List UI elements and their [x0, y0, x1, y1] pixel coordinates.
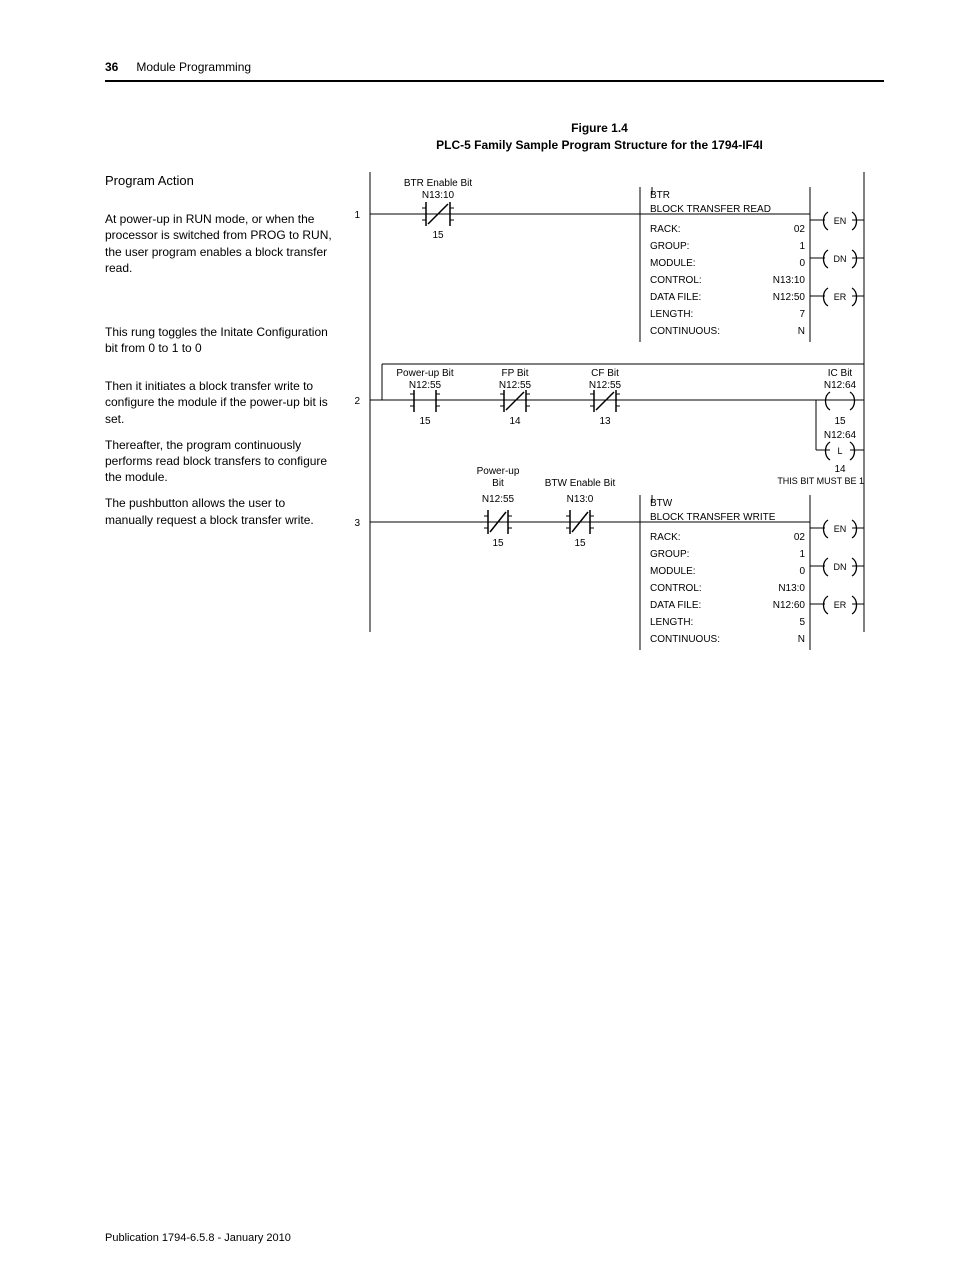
- btr-title1: BTR: [650, 190, 670, 201]
- btr-dn: DN: [834, 254, 847, 264]
- btr-er: ER: [834, 292, 847, 302]
- btw-row-k3: CONTROL:: [650, 583, 702, 594]
- xio-contact-icon: [566, 510, 594, 534]
- rung2-note: THIS BIT MUST BE 1: [777, 476, 864, 486]
- rung3-num: 3: [354, 518, 360, 529]
- btr-row-k2: MODULE:: [650, 258, 696, 269]
- rung2-fp-bit: 14: [509, 416, 521, 427]
- btr-row-k6: CONTINUOUS:: [650, 326, 720, 337]
- xio-contact-icon: [500, 390, 530, 412]
- annotation-p3: Then it initiates a block transfer write…: [105, 378, 332, 427]
- btw-row-k1: GROUP:: [650, 549, 689, 560]
- btw-row-k6: CONTINUOUS:: [650, 634, 720, 645]
- btw-title2: BLOCK TRANSFER WRITE: [650, 512, 776, 523]
- rung2-num: 2: [354, 396, 360, 407]
- xio-contact-icon: [590, 390, 620, 412]
- rung2-fp-addr: N12:55: [499, 380, 532, 391]
- page-number: 36: [105, 60, 118, 74]
- rung3-btw-bit: 15: [574, 538, 586, 549]
- program-action-heading: Program Action: [105, 172, 332, 190]
- btw-row-v5: 5: [799, 617, 805, 628]
- btw-row-k0: RACK:: [650, 532, 681, 543]
- figure-label: Figure 1.4: [315, 120, 884, 137]
- btr-en: EN: [834, 216, 847, 226]
- figure-title: PLC-5 Family Sample Program Structure fo…: [315, 137, 884, 154]
- btw-en: EN: [834, 524, 847, 534]
- rung2-cf-addr: N12:55: [589, 380, 622, 391]
- annotation-p1: At power-up in RUN mode, or when the pro…: [105, 211, 332, 276]
- page-header: 36 Module Programming: [105, 60, 884, 74]
- rung3-btw-label: BTW Enable Bit: [545, 478, 616, 489]
- btr-row-v4: N12:50: [773, 292, 806, 303]
- rung2-l-bit: 14: [834, 464, 846, 475]
- btw-row-k2: MODULE:: [650, 566, 696, 577]
- rung2-ic-bit: 15: [834, 416, 846, 427]
- btr-title2: BLOCK TRANSFER READ: [650, 204, 771, 215]
- annotation-column: Program Action At power-up in RUN mode, …: [105, 172, 350, 544]
- coil-icon: [825, 392, 854, 410]
- rung2-cf-bit: 13: [599, 416, 611, 427]
- rung2-pu-bit: 15: [419, 416, 431, 427]
- btw-row-v6: N: [798, 634, 805, 645]
- rung1-contact-label: BTR Enable Bit: [404, 178, 473, 189]
- rung1-num: 1: [354, 210, 360, 221]
- ladder-svg: 1 BTR Enable Bit N13:10 15: [350, 172, 884, 692]
- xic-contact-icon: [410, 390, 440, 412]
- header-rule: [105, 80, 884, 82]
- rung1-contact-addr: N13:10: [422, 190, 455, 201]
- btw-row-k4: DATA FILE:: [650, 600, 701, 611]
- btr-row-k1: GROUP:: [650, 241, 689, 252]
- publication-footer: Publication 1794-6.5.8 - January 2010: [105, 1232, 884, 1244]
- rung2-pu-label: Power-up Bit: [396, 368, 453, 379]
- ladder-diagram: 1 BTR Enable Bit N13:10 15: [350, 172, 884, 712]
- rung2-fp-label: FP Bit: [501, 368, 528, 379]
- btw-er: ER: [834, 600, 847, 610]
- rung3-pu-bit: 15: [492, 538, 504, 549]
- btr-row-v1: 1: [799, 241, 805, 252]
- btr-row-k3: CONTROL:: [650, 275, 702, 286]
- rung2-cf-label: CF Bit: [591, 368, 619, 379]
- rung2-ic-addr: N12:64: [824, 380, 857, 391]
- xio-contact-icon: [484, 510, 512, 534]
- figure-wrap: Program Action At power-up in RUN mode, …: [105, 172, 884, 712]
- rung3-pu-label1: Power-up: [477, 466, 520, 477]
- page: 36 Module Programming Figure 1.4 PLC-5 F…: [0, 0, 954, 1284]
- rung2-pu-addr: N12:55: [409, 380, 442, 391]
- annotation-p2: This rung toggles the Initate Configurat…: [105, 324, 332, 356]
- rung3-pu-addr: N12:55: [482, 494, 515, 505]
- btr-row-k0: RACK:: [650, 224, 681, 235]
- btw-box: BTW BLOCK TRANSFER WRITE RACK: 02 GROUP:…: [640, 495, 810, 650]
- btw-row-v0: 02: [794, 532, 806, 543]
- btr-box: BTR BLOCK TRANSFER READ RACK: 02 GROUP: …: [640, 187, 810, 342]
- btw-dn: DN: [834, 562, 847, 572]
- btr-row-v6: N: [798, 326, 805, 337]
- btw-title1: BTW: [650, 498, 673, 509]
- btw-row-k5: LENGTH:: [650, 617, 693, 628]
- rung2-l-addr: N12:64: [824, 430, 857, 441]
- btr-row-v0: 02: [794, 224, 806, 235]
- btr-row-v3: N13:10: [773, 275, 806, 286]
- section-title: Module Programming: [136, 60, 251, 74]
- annotation-p5: The pushbutton allows the user to manual…: [105, 495, 332, 527]
- btw-row-v1: 1: [799, 549, 805, 560]
- btw-row-v2: 0: [799, 566, 805, 577]
- btr-row-v2: 0: [799, 258, 805, 269]
- annotation-p4: Thereafter, the program continuously per…: [105, 437, 332, 486]
- btr-row-k4: DATA FILE:: [650, 292, 701, 303]
- figure-caption: Figure 1.4 PLC-5 Family Sample Program S…: [315, 120, 884, 154]
- rung3-pu-label2: Bit: [492, 478, 504, 489]
- rung2-ic-label: IC Bit: [828, 368, 853, 379]
- btw-row-v3: N13:0: [778, 583, 805, 594]
- btr-row-v5: 7: [799, 309, 805, 320]
- rung2-l-label: L: [837, 446, 842, 456]
- rung1-contact-bit: 15: [432, 230, 444, 241]
- rung3-btw-addr: N13:0: [567, 494, 594, 505]
- btw-row-v4: N12:60: [773, 600, 806, 611]
- btr-row-k5: LENGTH:: [650, 309, 693, 320]
